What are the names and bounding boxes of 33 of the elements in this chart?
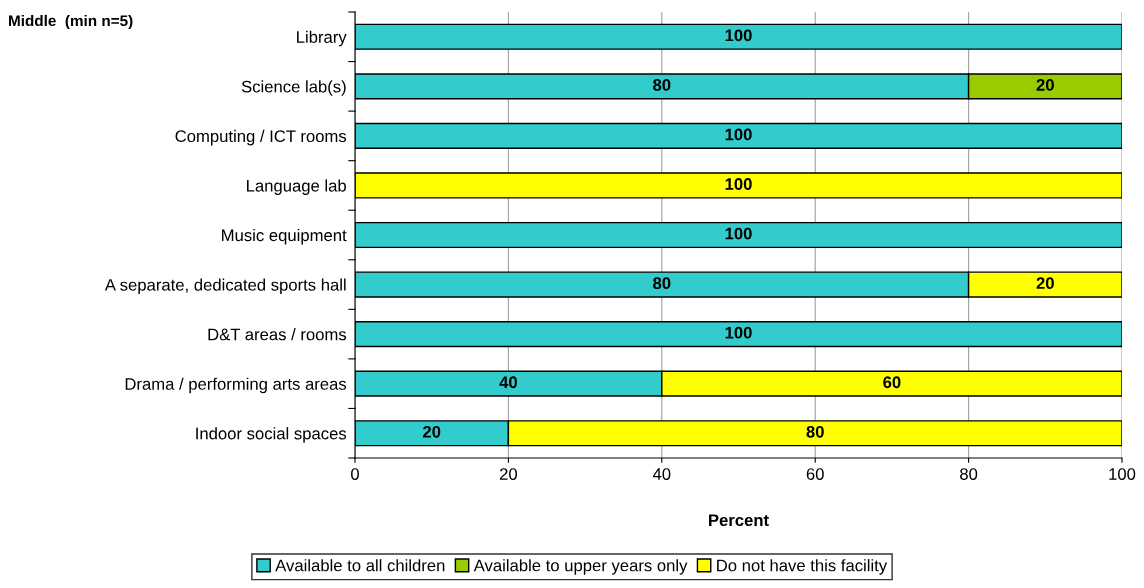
data-label: 100 xyxy=(725,128,752,141)
y-tick-label: Indoor social spaces xyxy=(196,427,347,443)
data-label: 20 xyxy=(1036,277,1054,290)
data-label: 60 xyxy=(883,376,901,389)
x-tick-label: 20 xyxy=(499,468,518,480)
data-label: 20 xyxy=(423,425,441,438)
data-label: 80 xyxy=(653,79,671,91)
legend-label: Available to upper years only xyxy=(473,559,688,575)
y-tick-label: Computing / ICT rooms xyxy=(175,129,347,146)
x-tick-label: 80 xyxy=(960,468,978,480)
y-tick-label: D&T areas / rooms xyxy=(208,328,347,341)
legend-label: Do not have this facility xyxy=(717,559,888,575)
data-label: 100 xyxy=(725,178,752,190)
data-label: 40 xyxy=(499,376,517,389)
data-label: 80 xyxy=(653,277,671,290)
y-tick-label: Music equipment xyxy=(222,228,347,245)
data-label: 100 xyxy=(725,326,752,339)
x-tick-label: 60 xyxy=(806,468,824,480)
data-label: 80 xyxy=(806,425,824,438)
y-tick-label: A separate, dedicated sports hall xyxy=(104,278,346,295)
text: Middle (min n=5) xyxy=(9,14,133,30)
data-label: 20 xyxy=(1036,79,1054,91)
x-tick-label: 40 xyxy=(652,468,671,480)
y-tick-label: Language lab xyxy=(247,179,346,195)
data-label: 100 xyxy=(725,227,752,240)
legend-label: Available to all children xyxy=(275,559,445,572)
data-label: 100 xyxy=(725,29,752,42)
y-tick-label: Library xyxy=(297,30,347,47)
x-tick-label: 0 xyxy=(351,468,359,480)
y-tick-label: Drama / performing arts areas xyxy=(125,377,347,394)
x-tick-label: 100 xyxy=(1109,468,1136,480)
y-tick-label: Science lab(s) xyxy=(241,80,346,96)
x-axis-title: Percent xyxy=(709,514,769,527)
